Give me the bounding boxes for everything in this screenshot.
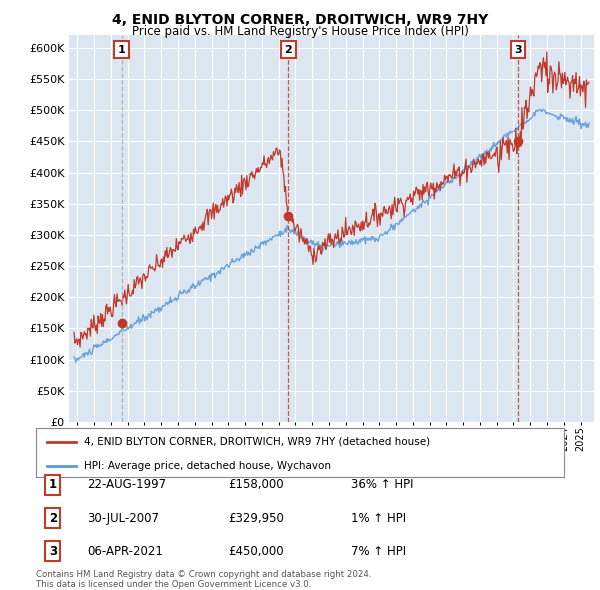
Text: 7% ↑ HPI: 7% ↑ HPI [351, 545, 406, 558]
Text: 1: 1 [49, 478, 57, 491]
Text: £450,000: £450,000 [228, 545, 284, 558]
Text: 1: 1 [118, 45, 125, 55]
Text: 1% ↑ HPI: 1% ↑ HPI [351, 512, 406, 525]
Text: 3: 3 [49, 545, 57, 558]
Text: 4, ENID BLYTON CORNER, DROITWICH, WR9 7HY: 4, ENID BLYTON CORNER, DROITWICH, WR9 7H… [112, 13, 488, 27]
Text: Contains HM Land Registry data © Crown copyright and database right 2024.
This d: Contains HM Land Registry data © Crown c… [36, 570, 371, 589]
Text: 30-JUL-2007: 30-JUL-2007 [87, 512, 159, 525]
Text: 06-APR-2021: 06-APR-2021 [87, 545, 163, 558]
Text: £329,950: £329,950 [228, 512, 284, 525]
Text: 22-AUG-1997: 22-AUG-1997 [87, 478, 166, 491]
Text: Price paid vs. HM Land Registry's House Price Index (HPI): Price paid vs. HM Land Registry's House … [131, 25, 469, 38]
Text: 36% ↑ HPI: 36% ↑ HPI [351, 478, 413, 491]
Text: HPI: Average price, detached house, Wychavon: HPI: Average price, detached house, Wych… [83, 461, 331, 471]
Text: 2: 2 [49, 512, 57, 525]
Text: £158,000: £158,000 [228, 478, 284, 491]
Text: 4, ENID BLYTON CORNER, DROITWICH, WR9 7HY (detached house): 4, ENID BLYTON CORNER, DROITWICH, WR9 7H… [83, 437, 430, 447]
Text: 2: 2 [284, 45, 292, 55]
Text: 3: 3 [514, 45, 521, 55]
